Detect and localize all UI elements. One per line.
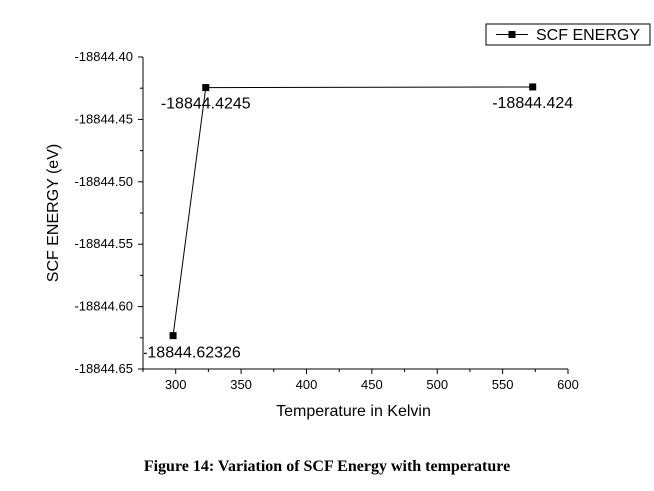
x-tick-label: 350 [230, 377, 252, 392]
series-line [172, 86, 533, 336]
x-axis-title: Temperature in Kelvin [276, 403, 431, 420]
data-label: -18844.424 [492, 95, 573, 112]
x-tick-label: 550 [492, 377, 514, 392]
data-point [529, 83, 537, 91]
legend-label: SCF ENERGY [536, 27, 640, 44]
legend-marker [508, 31, 516, 38]
data-label: -18844.4245 [161, 96, 251, 113]
x-tick-label: 450 [361, 377, 383, 392]
y-tick-label: -18844.40 [74, 49, 133, 64]
legend-box [485, 23, 651, 46]
y-tick-label: -18844.45 [74, 111, 133, 126]
scf-energy-chart: -18844.40 -18844.45 -18844.50 -18844.55 -188… [45, 23, 651, 420]
y-tick-label: -18844.55 [74, 236, 133, 251]
y-axis-title: SCF ENERGY (eV) [45, 144, 62, 282]
data-label: -18844.62326 [142, 345, 241, 362]
x-tick-label: 500 [426, 377, 448, 392]
figure-caption: Figure 14: Variation of SCF Energy with … [143, 458, 511, 475]
y-tick-label: -18844.50 [74, 174, 133, 189]
legend: SCF ENERGY [485, 23, 651, 46]
y-tick-label: -18844.60 [74, 299, 133, 314]
ticks: -18844.40 -18844.45 -18844.50 -18844.55 -188… [74, 49, 578, 392]
data-point [202, 84, 210, 92]
x-tick-label: 400 [296, 377, 318, 392]
data-point [169, 332, 177, 340]
data-marks: -18844.62326 -18844.4245 -18844.424 [142, 83, 573, 362]
x-tick-label: 300 [165, 377, 187, 392]
y-tick-label: -18844.65 [74, 361, 133, 376]
x-tick-label: 600 [557, 377, 579, 392]
